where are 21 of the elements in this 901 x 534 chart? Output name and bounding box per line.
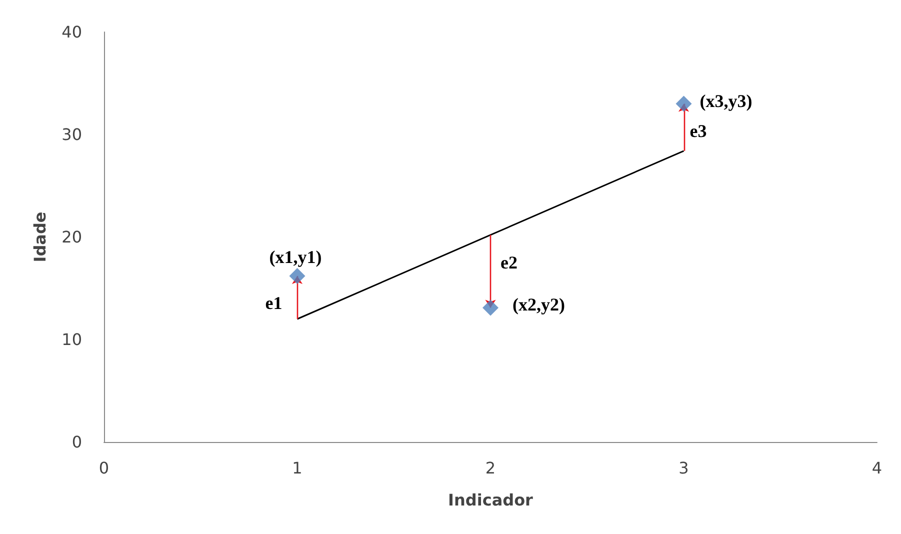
y-tick-label: 20	[62, 228, 82, 246]
y-tick-label: 10	[62, 330, 82, 349]
point	[676, 96, 692, 112]
annotation: (x3,y3)	[700, 90, 752, 111]
y-tick-label: 30	[62, 125, 82, 144]
x-tick-label: 1	[292, 458, 302, 478]
x-axis-title: Indicador	[448, 490, 534, 510]
x-tick-label: 4	[872, 458, 882, 478]
y-tick-label: 0	[72, 432, 82, 452]
annotation: (x2,y2)	[512, 294, 565, 315]
point	[289, 268, 306, 284]
y-tick-label: 40	[62, 22, 82, 42]
y-axis-title: Idade	[30, 212, 50, 262]
annotation: e3	[690, 120, 707, 141]
x-tick-label: 0	[98, 458, 110, 478]
annotation: e2	[500, 252, 518, 273]
point	[482, 300, 498, 316]
annotation: e1	[265, 292, 282, 313]
x-tick-label: 2	[485, 458, 496, 478]
annotation: (x1,y1)	[269, 246, 322, 267]
x-tick-label: 3	[678, 458, 689, 478]
